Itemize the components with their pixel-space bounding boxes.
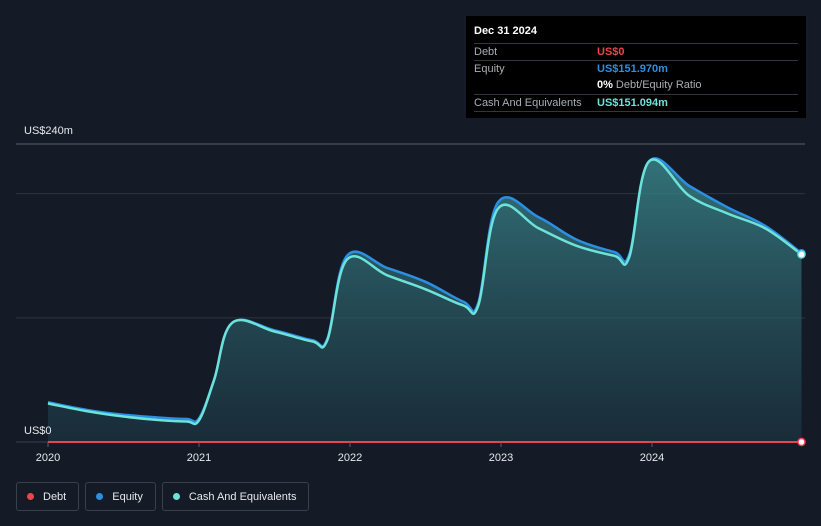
tooltip-panel: Dec 31 2024 Debt US$0 Equity US$151.970m… [466,16,806,118]
tooltip-bottom-rule [474,111,798,128]
tooltip-ratio-value: 0% [597,79,613,91]
equity-area [48,158,802,442]
debt-dot-icon [27,493,34,500]
legend-debt-label: Debt [43,490,67,503]
debt-end-point [797,437,806,447]
x-tick-label: 2021 [187,452,211,464]
tooltip-row-debt: Debt US$0 [474,43,798,60]
tooltip-equity-label: Equity [474,63,505,75]
tooltip-row-cash: Cash And Equivalents US$151.094m [474,94,798,111]
legend-equity-label: Equity [112,490,143,503]
tooltip-ratio-label: Debt/Equity Ratio [615,79,702,91]
equity-dot-icon [96,493,104,500]
legend: Debt Equity Cash And Equivalents [16,482,310,511]
y-axis-top-label: US$240m [24,125,73,137]
tooltip-debt-label: Debt [474,46,498,58]
area-fills [48,158,802,442]
cash-end-point [797,250,806,259]
tooltip-cash-label: Cash And Equivalents [474,97,582,109]
legend-item-cash[interactable]: Cash And Equivalents [161,482,310,511]
x-tick-label: 2022 [338,452,362,464]
tooltip-cash-value: US$151.094m [597,97,668,109]
series-lines [47,157,803,443]
tooltip-row-equity: Equity US$151.970m [474,60,798,77]
cash-dot-icon [172,493,180,500]
legend-item-debt[interactable]: Debt [16,482,80,511]
legend-item-equity[interactable]: Equity [85,482,156,511]
x-tick-label: 2023 [489,452,513,464]
tooltip-debt-value: US$0 [597,46,625,58]
tooltip-equity-value: US$151.970m [597,63,668,75]
x-tick-label: 2024 [640,452,664,464]
tooltip-row-ratio: 0% Debt/Equity Ratio [474,77,798,94]
x-tick-label: 2020 [36,452,60,464]
x-axis-ticks: 2020 2021 2022 2023 2024 [36,442,664,464]
tooltip-date: Dec 31 2024 [474,25,537,37]
legend-cash-label: Cash And Equivalents [188,490,297,503]
end-markers [797,249,806,447]
y-axis-bottom-label: US$0 [24,425,52,437]
cash-line [47,158,803,426]
